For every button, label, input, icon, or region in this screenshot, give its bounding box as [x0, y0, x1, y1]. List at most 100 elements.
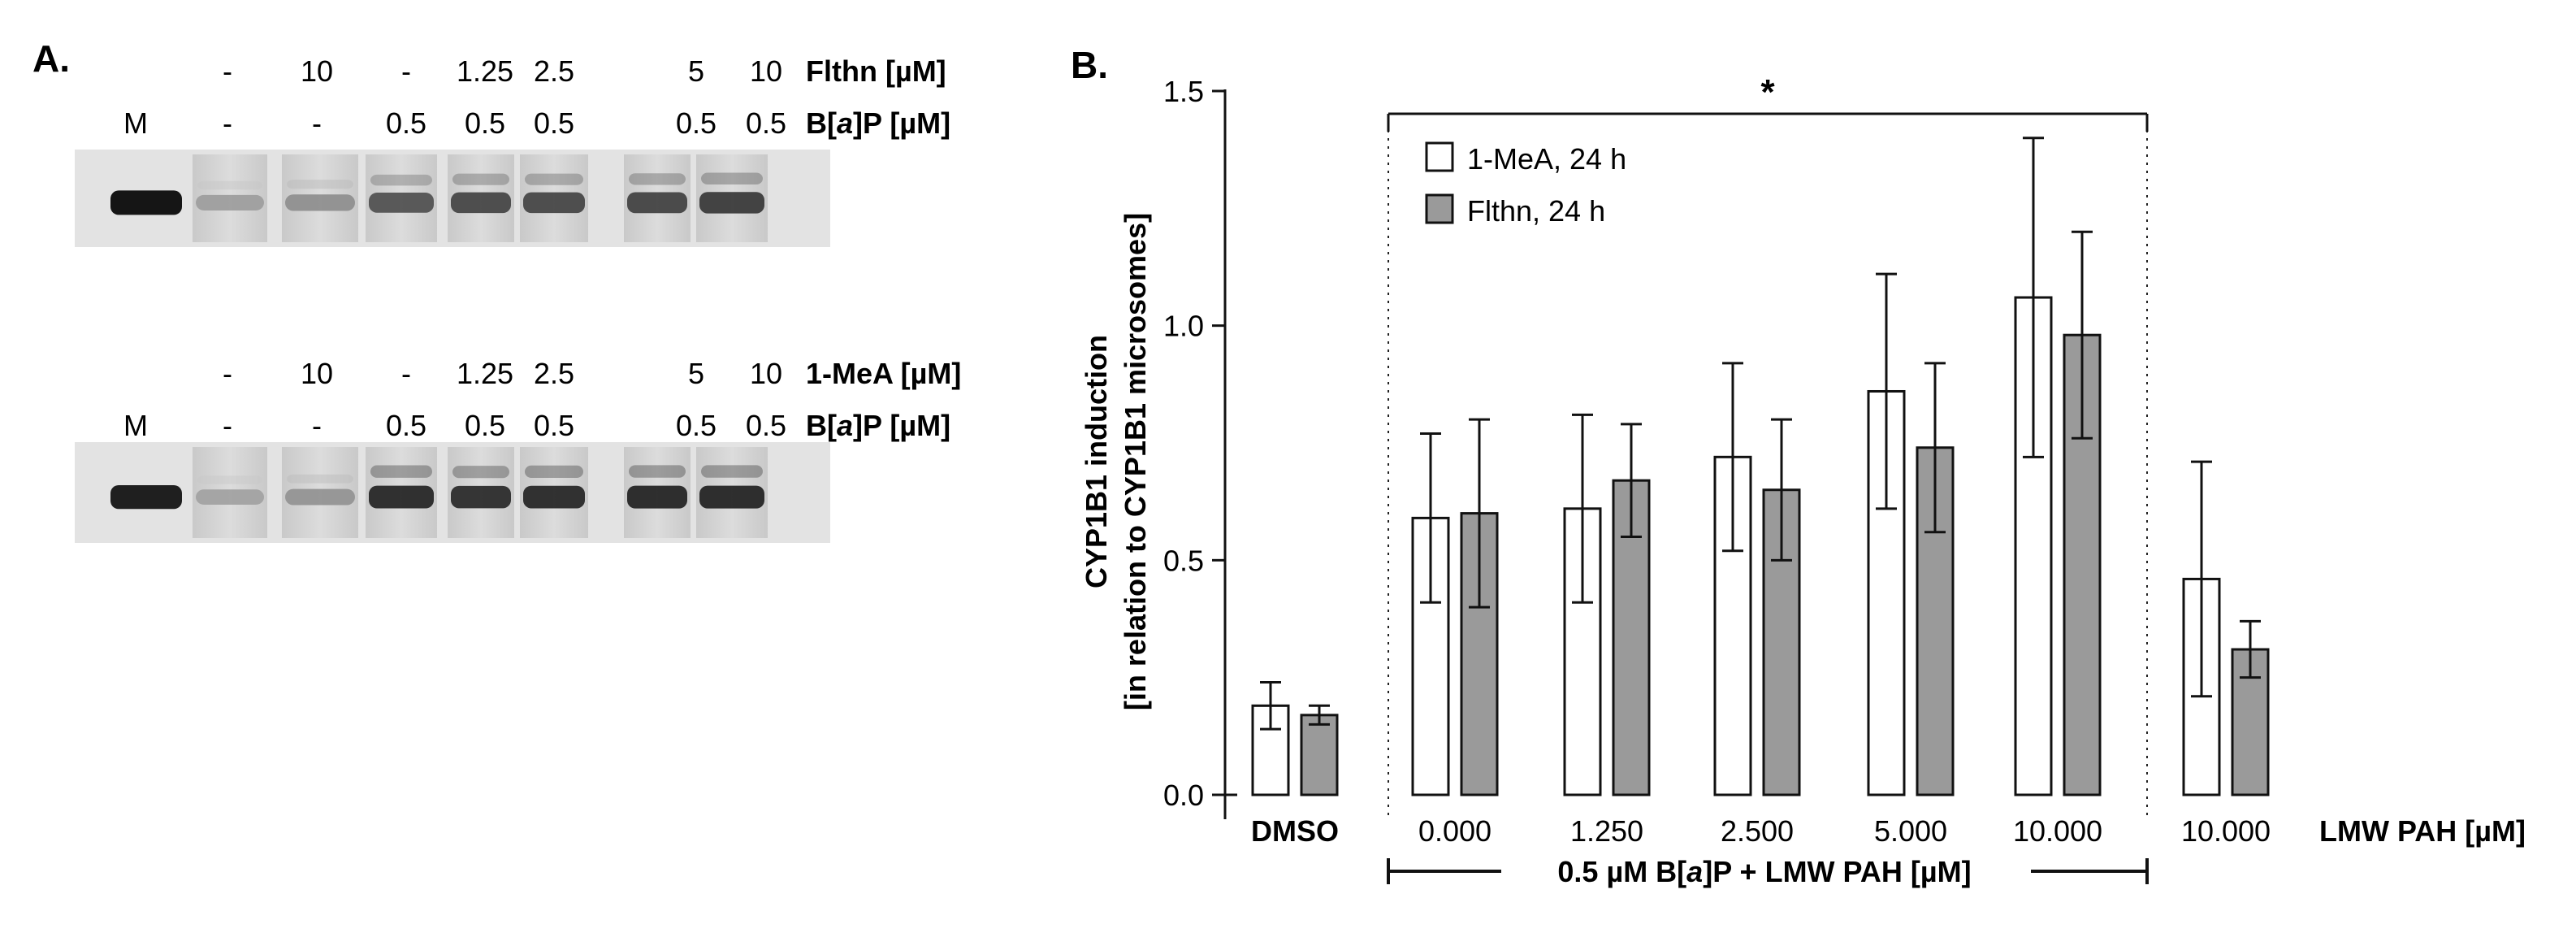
blot-top-bap-1: - — [223, 106, 232, 140]
blot-top-bap-6: 0.5 — [676, 106, 717, 140]
blot-top-treatment-5: 2.5 — [534, 54, 574, 88]
blot-top-band-faint-8 — [701, 172, 763, 184]
blot-top-treatment-7: 10 — [750, 54, 782, 88]
y-tick-label-0: 0.0 — [1163, 779, 1204, 812]
blot-bottom-treatment-6: 5 — [688, 357, 704, 390]
bar-flthn-1 — [1460, 512, 1499, 796]
blot-bottom-bap-2: - — [312, 409, 322, 442]
blot-top-treatment-label: Flthn [µM] — [806, 54, 946, 88]
y-axis: 0.0 0.5 1.0 1.5 — [1163, 75, 1237, 819]
blot-bottom-treatment-4: 1.25 — [457, 357, 513, 390]
panel-a-label: A. — [32, 37, 70, 80]
blot-bottom-band-faint-3 — [287, 474, 353, 484]
blot-top-treatment-1: - — [223, 54, 232, 88]
blot-bottom-band-faint-8 — [701, 465, 763, 478]
blot-top-bap-label: B[a]P [µM] — [806, 106, 950, 140]
blot-bottom-treatment-1: - — [223, 357, 232, 390]
blot-bottom-band-1 — [110, 484, 182, 510]
blot-top-band-8 — [699, 192, 764, 214]
blot-bottom-band-5 — [451, 485, 511, 509]
legend: 1-MeA, 24 h Flthn, 24 h — [1425, 141, 1626, 228]
blot-top-bap-7: 0.5 — [746, 106, 786, 140]
blot-bottom-band-7 — [627, 485, 687, 509]
blot-bottom-marker-label: M — [123, 409, 148, 442]
legend-swatch-1mea — [1425, 141, 1454, 172]
blot-top-treatment-3: - — [401, 54, 411, 88]
blot-bottom — [75, 442, 830, 543]
y-tick-label-1: 0.5 — [1163, 544, 1204, 577]
blot-top-bap-4: 0.5 — [465, 106, 505, 140]
legend-label-1mea: 1-MeA, 24 h — [1467, 142, 1626, 176]
blot-bottom-band-faint-6 — [525, 465, 583, 479]
blot-bottom-band-4 — [369, 485, 434, 509]
panel-b: B. CYP1B1 induction [in relation to CYP1… — [1071, 44, 2526, 888]
significance-bracket: * — [1387, 72, 2149, 132]
blot-bottom-treatment-label: 1-MeA [µM] — [806, 357, 961, 390]
blot-bottom-bap-6: 0.5 — [676, 409, 717, 442]
blot-bottom-band-6 — [523, 485, 585, 509]
bars — [1251, 137, 2270, 796]
blot-top-marker-label: M — [123, 106, 148, 140]
blot-top-band-5 — [451, 192, 511, 214]
group-bracket-label: 0.5 µM B[a]P + LMW PAH [µM] — [1557, 855, 1971, 888]
blot-top-bap-2: - — [312, 106, 322, 140]
x-tick-labels: DMSO 0.000 1.250 2.500 5.000 10.000 10.000 — [1251, 814, 2271, 848]
y-axis-title-line1: CYP1B1 induction — [1080, 335, 1113, 588]
blot-top-band-faint-7 — [629, 173, 686, 185]
blot-bottom-bap-label: B[a]P [µM] — [806, 409, 950, 442]
blot-bottom-treatment-3: - — [401, 357, 411, 390]
blot-top-band-faint-6 — [525, 173, 583, 185]
blot-top-band-faint-5 — [452, 173, 509, 185]
blot-top-band-2 — [196, 194, 264, 210]
blot-bottom-treatment-5: 2.5 — [534, 357, 574, 390]
blot-top-header: - 10 - 1.25 2.5 5 10 M - - 0.5 0.5 0.5 0… — [123, 54, 950, 140]
blot-bottom-bap-7: 0.5 — [746, 409, 786, 442]
blot-top — [75, 150, 830, 247]
blot-top-band-faint-3 — [287, 180, 353, 189]
blot-top-treatment-2: 10 — [301, 54, 333, 88]
blot-top-band-faint-4 — [370, 174, 432, 186]
blot-top-band-1 — [110, 190, 182, 215]
bar-1mea-5 — [2014, 296, 2053, 796]
x-tick-label-2: 1.250 — [1570, 814, 1643, 848]
y-tick-label-3: 1.5 — [1163, 75, 1204, 108]
y-axis-title-line2: [in relation to CYP1B1 microsomes] — [1119, 213, 1152, 710]
x-tick-label-6: 10.000 — [2181, 814, 2271, 848]
blot-bottom-treatment-2: 10 — [301, 357, 333, 390]
blot-top-band-4 — [369, 193, 434, 213]
x-tick-label-0: DMSO — [1251, 814, 1339, 848]
legend-swatch-flthn — [1425, 193, 1454, 224]
blot-bottom-treatment-7: 10 — [750, 357, 782, 390]
blot-top-bap-5: 0.5 — [534, 106, 574, 140]
panel-a: A. - 10 - 1.25 2.5 5 10 M - - 0.5 0.5 0.… — [32, 37, 961, 543]
blot-bottom-band-faint-4 — [370, 465, 432, 478]
blot-top-treatment-6: 5 — [688, 54, 704, 88]
blot-bottom-header: - 10 - 1.25 2.5 5 10 M - - 0.5 0.5 0.5 0… — [123, 357, 961, 442]
blot-top-band-3 — [285, 194, 355, 211]
blot-top-band-7 — [627, 192, 687, 214]
blot-bottom-band-faint-7 — [629, 465, 686, 478]
blot-bottom-band-8 — [699, 485, 764, 509]
blot-top-band-6 — [523, 192, 585, 214]
x-axis-title: LMW PAH [µM] — [2319, 814, 2526, 848]
legend-label-flthn: Flthn, 24 h — [1467, 194, 1605, 228]
blot-bottom-bap-5: 0.5 — [534, 409, 574, 442]
blot-bottom-band-2 — [196, 489, 264, 505]
blot-top-treatment-4: 1.25 — [457, 54, 513, 88]
blot-bottom-band-faint-2 — [197, 475, 262, 484]
blot-bottom-bap-4: 0.5 — [465, 409, 505, 442]
blot-bottom-band-3 — [285, 488, 355, 506]
bar-flthn-0 — [1300, 714, 1339, 796]
blot-top-bap-3: 0.5 — [386, 106, 426, 140]
blot-bottom-bap-1: - — [223, 409, 232, 442]
group-bracket: 0.5 µM B[a]P + LMW PAH [µM] — [1387, 855, 2149, 888]
x-tick-label-4: 5.000 — [1874, 814, 1947, 848]
x-tick-label-5: 10.000 — [2013, 814, 2102, 848]
blot-top-band-faint-2 — [197, 180, 262, 190]
blot-bottom-band-faint-5 — [452, 466, 509, 479]
x-tick-label-3: 2.500 — [1721, 814, 1794, 848]
significance-star: * — [1760, 72, 1775, 112]
panel-b-label: B. — [1071, 44, 1108, 86]
y-tick-label-2: 1.0 — [1163, 310, 1204, 343]
